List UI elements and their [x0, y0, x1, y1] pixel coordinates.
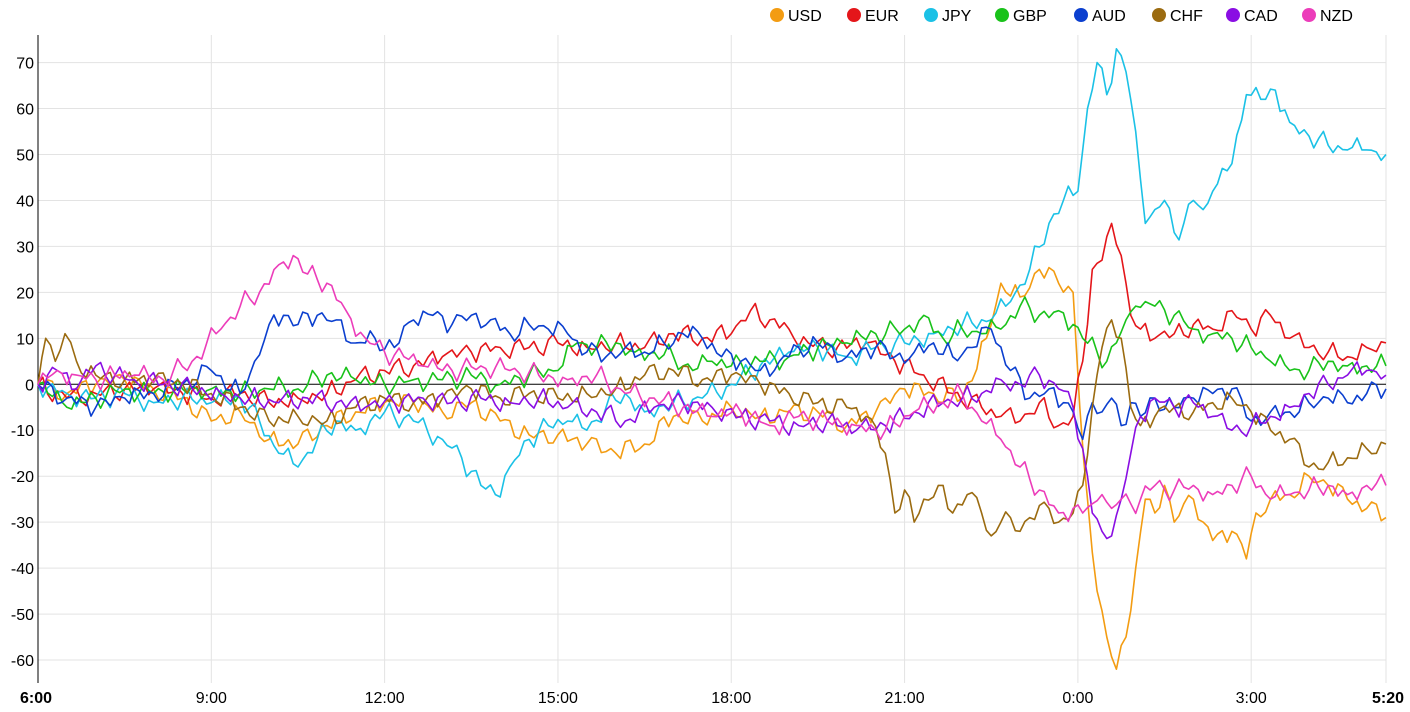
y-tick-label: 70 [16, 56, 34, 73]
series-line-nzd [37, 254, 1387, 523]
y-tick-label: 10 [16, 331, 34, 348]
x-tick-label: 15:00 [538, 690, 578, 707]
legend-swatch [924, 8, 938, 22]
legend-label: JPY [942, 8, 972, 25]
legend-swatch [847, 8, 861, 22]
legend-item-jpy[interactable]: JPY [924, 8, 972, 25]
series-line-eur [37, 222, 1387, 429]
legend-item-eur[interactable]: EUR [847, 8, 899, 25]
y-tick-label: 0 [25, 377, 34, 394]
x-tick-label: 6:00 [20, 690, 52, 707]
series-line-chf [37, 319, 1387, 537]
legend-label: GBP [1013, 8, 1047, 25]
y-tick-label: 40 [16, 193, 34, 210]
series-line-cad [37, 361, 1387, 540]
legend-label: AUD [1092, 8, 1126, 25]
series-lines [37, 47, 1387, 671]
y-tick-label: -60 [11, 653, 34, 670]
legend-item-usd[interactable]: USD [770, 8, 822, 25]
legend: USD EUR JPY GBP AUD CHF CAD NZD [770, 8, 1353, 25]
y-tick-label: -40 [11, 561, 34, 578]
legend-swatch [995, 8, 1009, 22]
legend-swatch [1152, 8, 1166, 22]
x-tick-label: 0:00 [1062, 690, 1093, 707]
y-tick-label: 50 [16, 147, 34, 164]
x-tick-label: 21:00 [885, 690, 925, 707]
legend-label: EUR [865, 8, 899, 25]
series-line-gbp [37, 296, 1387, 410]
series-line-usd [37, 266, 1387, 671]
legend-label: NZD [1320, 8, 1353, 25]
legend-swatch [1074, 8, 1088, 22]
legend-label: CAD [1244, 8, 1278, 25]
legend-label: CHF [1170, 8, 1203, 25]
x-tick-label: 12:00 [365, 690, 405, 707]
legend-swatch [1302, 8, 1316, 22]
legend-swatch [770, 8, 784, 22]
y-tick-label: 60 [16, 102, 34, 119]
y-tick-label: -20 [11, 469, 34, 486]
y-tick-label: 30 [16, 239, 34, 256]
legend-item-gbp[interactable]: GBP [995, 8, 1047, 25]
legend-item-aud[interactable]: AUD [1074, 8, 1126, 25]
x-tick-label: 9:00 [196, 690, 227, 707]
legend-label: USD [788, 8, 822, 25]
legend-item-cad[interactable]: CAD [1226, 8, 1278, 25]
axes: 70 60 50 40 30 20 10 0 -10 -20 -30 -40 -50 -60 6:00 9:0… [11, 35, 1404, 707]
x-tick-label: 18:00 [711, 690, 751, 707]
series-line-aud [37, 310, 1387, 441]
x-tick-label: 5:20 [1372, 690, 1404, 707]
y-tick-label: -10 [11, 423, 34, 440]
grid [38, 35, 1387, 683]
y-tick-label: -50 [11, 607, 34, 624]
y-tick-label: 20 [16, 285, 34, 302]
y-tick-label: -30 [11, 515, 34, 532]
legend-swatch [1226, 8, 1240, 22]
x-tick-label: 3:00 [1236, 690, 1267, 707]
legend-item-chf[interactable]: CHF [1152, 8, 1203, 25]
legend-item-nzd[interactable]: NZD [1302, 8, 1353, 25]
